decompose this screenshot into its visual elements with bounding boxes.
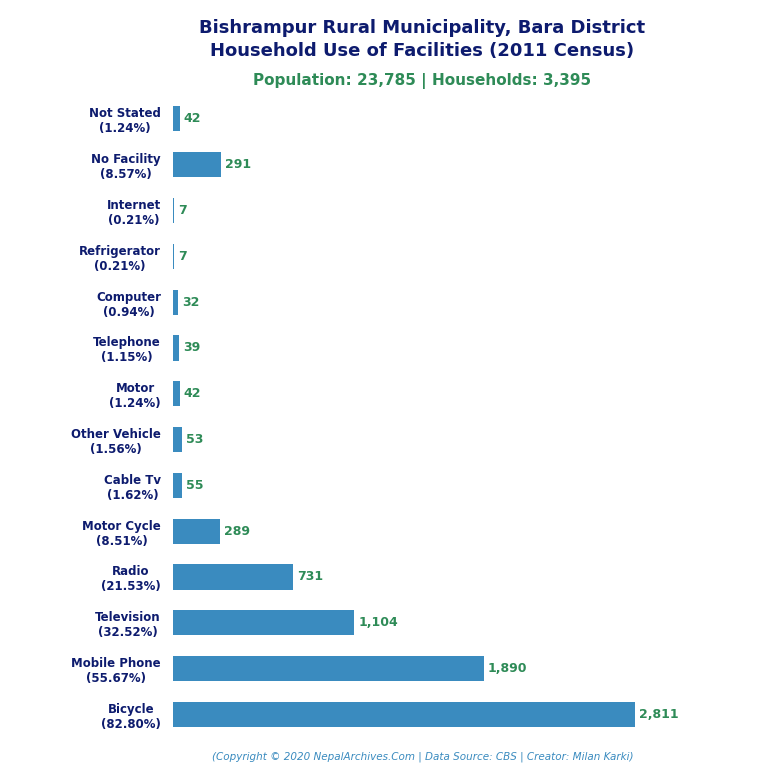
Bar — [173, 198, 174, 223]
Bar — [173, 610, 354, 635]
Bar — [173, 243, 174, 269]
Text: 53: 53 — [186, 433, 203, 446]
Text: 42: 42 — [184, 112, 201, 125]
Bar — [173, 656, 484, 681]
Text: 39: 39 — [184, 342, 200, 354]
Text: 2,811: 2,811 — [639, 708, 679, 721]
Text: 1,890: 1,890 — [488, 662, 527, 675]
Text: Household Use of Facilities (2011 Census): Household Use of Facilities (2011 Census… — [210, 42, 634, 60]
Text: Population: 23,785 | Households: 3,395: Population: 23,785 | Households: 3,395 — [253, 73, 591, 89]
Text: 42: 42 — [184, 387, 201, 400]
Text: 1,104: 1,104 — [359, 616, 398, 629]
Text: 291: 291 — [225, 158, 251, 171]
Text: 289: 289 — [224, 525, 250, 538]
Bar — [173, 518, 220, 544]
Bar — [173, 473, 182, 498]
Bar — [173, 290, 178, 315]
Text: (Copyright © 2020 NepalArchives.Com | Data Source: CBS | Creator: Milan Karki): (Copyright © 2020 NepalArchives.Com | Da… — [212, 751, 633, 762]
Text: 7: 7 — [178, 250, 187, 263]
Bar — [173, 381, 180, 406]
Bar — [173, 336, 179, 360]
Text: 731: 731 — [297, 571, 323, 584]
Bar — [173, 106, 180, 131]
Bar — [173, 564, 293, 590]
Text: 7: 7 — [178, 204, 187, 217]
Text: 32: 32 — [182, 296, 200, 309]
Text: Bishrampur Rural Municipality, Bara District: Bishrampur Rural Municipality, Bara Dist… — [200, 19, 645, 37]
Bar — [173, 427, 181, 452]
Bar — [173, 152, 220, 177]
Bar — [173, 702, 635, 727]
Text: 55: 55 — [186, 479, 204, 492]
